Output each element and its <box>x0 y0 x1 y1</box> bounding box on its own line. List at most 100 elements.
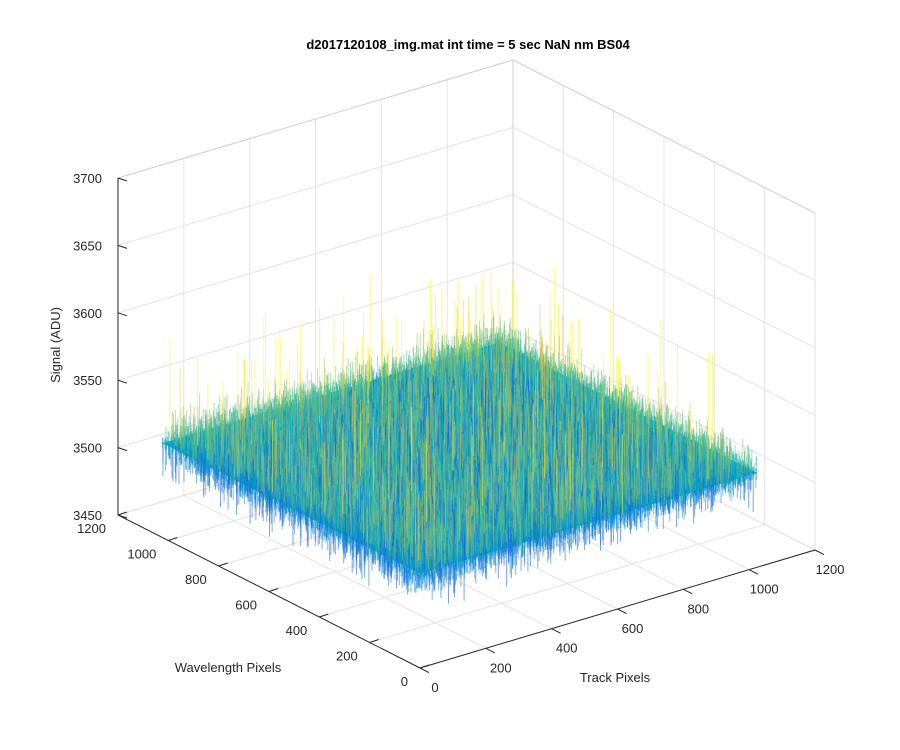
surface-noise-strokes <box>429 330 566 500</box>
surface-noise-strokes <box>480 402 691 471</box>
side-wall-grid-z <box>512 194 816 349</box>
surface-noise-strokes <box>321 381 670 497</box>
surface-noise-strokes <box>532 405 623 515</box>
x-tick-label: 200 <box>490 660 512 675</box>
y-tick-label: 600 <box>235 598 257 613</box>
surface-noise-strokes <box>300 422 615 548</box>
y-tick <box>218 562 228 567</box>
z-tick <box>117 514 128 519</box>
x-tick-label: 600 <box>622 621 644 636</box>
surface-noise-strokes <box>369 335 709 505</box>
x-tick-label: 800 <box>687 601 709 616</box>
surface-noise-strokes <box>342 353 649 514</box>
box-edge <box>117 59 514 179</box>
surface-noise-strokes <box>324 320 552 515</box>
y-axis-label: Wavelength Pixels <box>175 660 282 675</box>
surface-noise-strokes <box>433 382 666 536</box>
surface-noise-strokes <box>340 404 630 537</box>
surface-noise-strokes <box>467 417 569 539</box>
surface-noise-strokes <box>411 388 454 491</box>
y-tick <box>168 537 178 541</box>
surface-noise-strokes <box>366 406 616 472</box>
surface-noise-strokes <box>403 404 429 548</box>
surface-noise-strokes <box>274 450 346 496</box>
back-wall-grid-z <box>117 261 514 381</box>
surface-noise-strokes <box>203 378 649 558</box>
surface-noise-strokes <box>382 399 655 506</box>
z-tick-label: 3450 <box>73 508 102 523</box>
z-tick <box>117 379 128 384</box>
surface-noise-strokes <box>232 371 504 544</box>
surface-noise-strokes <box>388 402 580 506</box>
side-wall-grid-z <box>512 126 816 281</box>
z-tick <box>117 177 128 182</box>
surface-noise-strokes <box>381 433 594 516</box>
surface-noise-strokes <box>355 380 672 518</box>
surface-noise-strokes <box>351 328 495 442</box>
surface-noise-strokes <box>232 327 531 451</box>
y-tick-label: 400 <box>286 623 308 638</box>
x-tick <box>748 569 759 575</box>
y-tick-label: 0 <box>401 674 408 689</box>
surface-noise-strokes <box>352 369 694 474</box>
y-tick <box>369 639 379 643</box>
y-tick-label: 200 <box>336 649 358 664</box>
surface-noise-strokes <box>234 368 567 477</box>
surface-noise-strokes <box>299 376 676 514</box>
surface-noise-strokes <box>602 357 621 468</box>
surface-noise-strokes <box>305 381 604 492</box>
side-wall-grid-z <box>512 329 816 484</box>
noise-surface <box>161 266 759 604</box>
floor-grid-y <box>369 524 765 643</box>
surface-noise-strokes <box>440 429 515 524</box>
surface-noise-strokes <box>429 349 582 434</box>
surface-noise-strokes <box>330 342 570 526</box>
z-axis-label: Signal (ADU) <box>48 307 63 383</box>
back-wall-grid-z <box>117 194 514 314</box>
surface-noise-strokes <box>262 454 296 494</box>
z-tick <box>117 312 128 317</box>
surface-noise-strokes <box>240 358 578 478</box>
z-tick-label: 3650 <box>73 238 102 253</box>
surface-noise-strokes <box>307 364 512 498</box>
axes <box>117 177 825 673</box>
x-tick <box>485 647 495 654</box>
surface-noise-strokes <box>251 375 627 486</box>
surface-noise-strokes <box>483 355 514 455</box>
y-tick <box>319 613 329 618</box>
surface-noise-strokes <box>222 456 712 576</box>
surface-noise-strokes <box>385 406 677 549</box>
z-tick-label: 3600 <box>73 306 102 321</box>
surface-noise-strokes <box>500 378 553 426</box>
x-tick <box>683 588 693 595</box>
surface-noise-strokes <box>419 427 677 499</box>
y-tick-label: 1000 <box>127 547 156 562</box>
box-edge <box>512 59 816 214</box>
surface-noise-strokes <box>275 366 516 500</box>
x-tick <box>617 608 627 614</box>
z-tick-label: 3550 <box>73 373 102 388</box>
x-tick-label: 1000 <box>750 582 779 597</box>
surface-noise-strokes <box>458 411 581 542</box>
side-wall-grid-z <box>512 261 816 416</box>
y-tick <box>117 511 128 516</box>
surface-noise-strokes <box>498 338 543 466</box>
surface-noise-strokes <box>242 425 655 500</box>
z-tick <box>117 447 128 452</box>
z-tick <box>117 244 128 249</box>
surface-noise-strokes <box>399 420 626 559</box>
x-tick <box>551 628 561 634</box>
chart-title: d2017120108_img.mat int time = 5 sec NaN… <box>306 37 630 52</box>
surface-noise-strokes <box>353 391 645 569</box>
surface-noise-strokes <box>413 335 689 538</box>
surface-noise-strokes <box>279 381 599 549</box>
x-axis-label: Track Pixels <box>580 670 651 685</box>
z-tick-label: 3700 <box>73 171 102 186</box>
y-tick <box>268 588 279 592</box>
back-wall-grid-z <box>117 126 514 246</box>
surface-noise-strokes <box>269 420 331 513</box>
y-tick-label: 800 <box>185 572 207 587</box>
y-tick-label: 1200 <box>77 521 106 536</box>
x-tick-label: 400 <box>556 641 578 656</box>
x-tick-label: 0 <box>431 680 438 695</box>
